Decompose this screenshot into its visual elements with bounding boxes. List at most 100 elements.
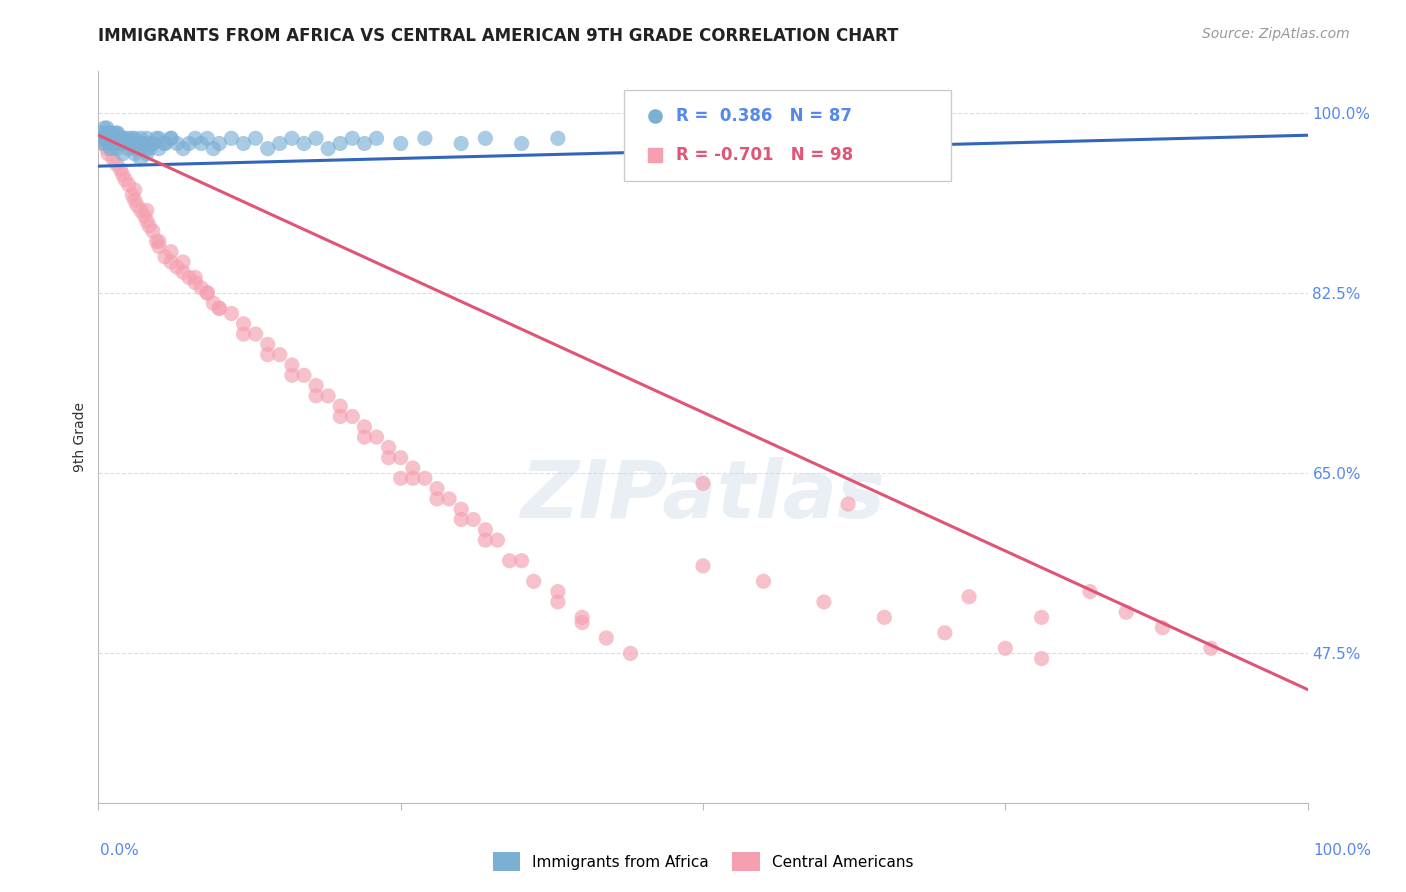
Point	[245, 131, 267, 145]
Point	[135, 213, 157, 227]
Point	[873, 610, 896, 624]
Point	[305, 131, 328, 145]
Point	[142, 136, 165, 151]
Point	[108, 136, 131, 151]
Point	[269, 136, 291, 151]
Point	[100, 126, 122, 140]
Point	[377, 441, 399, 455]
Point	[91, 126, 114, 140]
Point	[148, 131, 170, 145]
Point	[619, 647, 641, 661]
Text: 0.0%: 0.0%	[100, 843, 139, 858]
Point	[1115, 605, 1137, 619]
Point	[153, 250, 176, 264]
Point	[450, 502, 472, 516]
Point	[105, 157, 128, 171]
Point	[184, 131, 207, 145]
Point	[124, 146, 146, 161]
Point	[692, 476, 714, 491]
Text: 100.0%: 100.0%	[1313, 843, 1372, 858]
Point	[105, 126, 128, 140]
Point	[195, 285, 218, 300]
Point	[281, 131, 304, 145]
Point	[100, 142, 122, 156]
Point	[127, 142, 149, 156]
Point	[644, 223, 666, 237]
Point	[934, 625, 956, 640]
Point	[153, 136, 176, 151]
Text: R =  0.386   N = 87: R = 0.386 N = 87	[676, 107, 852, 125]
Point	[571, 610, 593, 624]
Point	[121, 136, 143, 151]
Point	[281, 358, 304, 372]
Point	[547, 584, 569, 599]
Point	[100, 131, 122, 145]
Point	[96, 121, 118, 136]
Point	[474, 131, 496, 145]
Point	[232, 327, 254, 342]
Point	[1152, 621, 1174, 635]
Point	[1199, 641, 1222, 656]
Point	[118, 142, 141, 156]
Point	[121, 131, 143, 145]
Point	[108, 162, 131, 177]
Point	[103, 136, 125, 151]
Point	[232, 317, 254, 331]
Point	[93, 136, 115, 151]
Point	[195, 285, 218, 300]
Point	[426, 482, 449, 496]
Point	[486, 533, 509, 547]
Legend: Immigrants from Africa, Central Americans: Immigrants from Africa, Central American…	[486, 847, 920, 877]
Point	[104, 131, 127, 145]
Point	[256, 142, 278, 156]
Point	[1031, 610, 1053, 624]
Point	[329, 399, 352, 413]
Point	[957, 590, 980, 604]
Point	[129, 131, 152, 145]
Point	[101, 152, 124, 166]
Point	[97, 136, 120, 151]
Point	[91, 131, 114, 145]
Point	[172, 255, 194, 269]
Point	[124, 183, 146, 197]
Point	[114, 136, 136, 151]
Point	[124, 142, 146, 156]
Point	[148, 239, 170, 253]
Point	[145, 235, 167, 249]
FancyBboxPatch shape	[624, 90, 950, 181]
Point	[474, 533, 496, 547]
Point	[305, 378, 328, 392]
Point	[101, 131, 124, 145]
Point	[402, 471, 425, 485]
Point	[595, 631, 617, 645]
Point	[107, 126, 129, 140]
Point	[184, 270, 207, 285]
Point	[232, 136, 254, 151]
Point	[413, 471, 436, 485]
Point	[93, 121, 115, 136]
Point	[426, 491, 449, 506]
Point	[208, 301, 231, 316]
Point	[547, 595, 569, 609]
Point	[437, 491, 460, 506]
Point	[91, 136, 114, 151]
Point	[160, 255, 183, 269]
Point	[160, 244, 183, 259]
Point	[208, 301, 231, 316]
Point	[190, 281, 212, 295]
Point	[195, 131, 218, 145]
Point	[94, 131, 117, 145]
Text: R = -0.701   N = 98: R = -0.701 N = 98	[676, 145, 853, 164]
Point	[108, 131, 131, 145]
Point	[96, 126, 118, 140]
Point	[547, 131, 569, 145]
Point	[353, 136, 375, 151]
Text: ZIPatlas: ZIPatlas	[520, 457, 886, 534]
Point	[305, 389, 328, 403]
Point	[353, 430, 375, 444]
Point	[813, 595, 835, 609]
Point	[389, 136, 412, 151]
Point	[402, 461, 425, 475]
Point	[114, 172, 136, 186]
Point	[202, 296, 225, 310]
